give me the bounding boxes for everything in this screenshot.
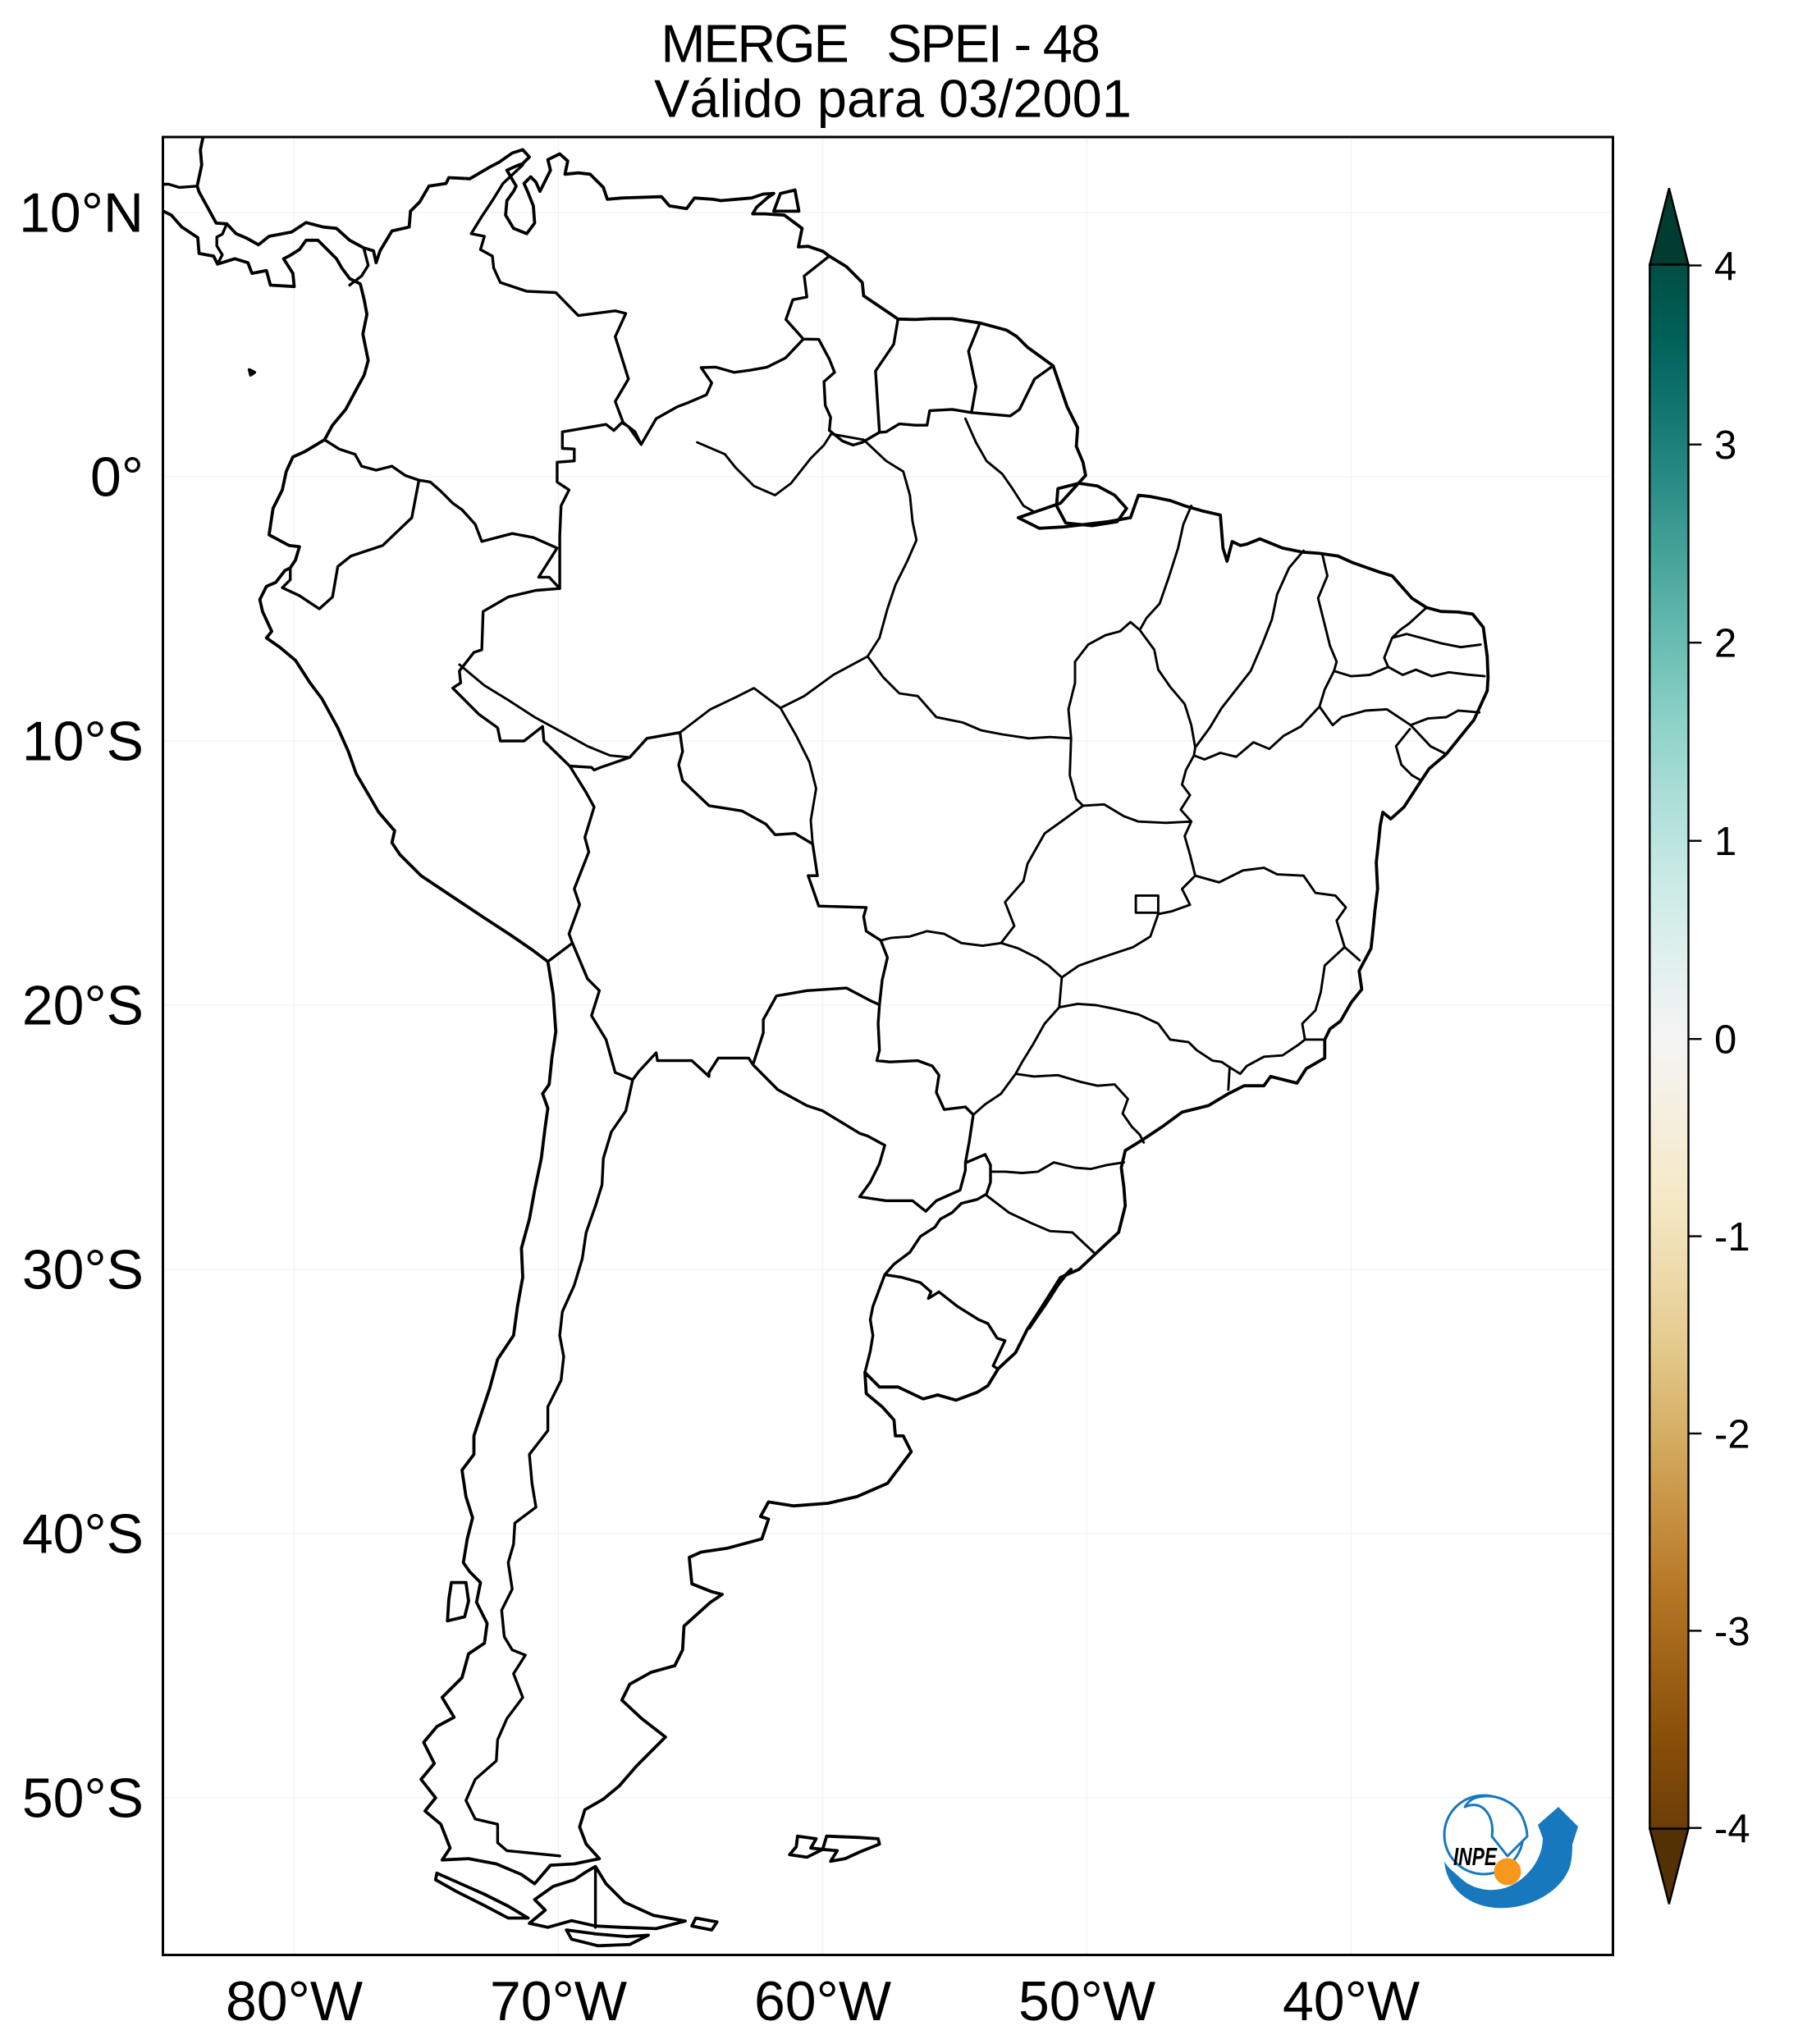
svg-text:-4: -4 — [1714, 1807, 1750, 1851]
svg-text:80°W: 80°W — [226, 1970, 363, 2033]
svg-text:40°S: 40°S — [22, 1503, 144, 1566]
svg-text:Válido para 03/2001: Válido para 03/2001 — [654, 69, 1132, 129]
svg-text:0°: 0° — [90, 446, 144, 509]
svg-text:40°W: 40°W — [1283, 1970, 1420, 2033]
svg-text:1: 1 — [1714, 820, 1736, 864]
svg-text:0: 0 — [1714, 1018, 1736, 1063]
svg-text:30°S: 30°S — [22, 1239, 144, 1301]
svg-text:10°N: 10°N — [19, 182, 144, 245]
svg-text:-2: -2 — [1714, 1413, 1750, 1457]
svg-text:INPE: INPE — [1453, 1842, 1498, 1871]
svg-text:3: 3 — [1714, 423, 1736, 468]
svg-text:2: 2 — [1714, 622, 1736, 666]
svg-text:MERGE SPEI - 48: MERGE SPEI - 48 — [661, 14, 1098, 74]
svg-text:50°S: 50°S — [22, 1767, 144, 1830]
svg-text:-3: -3 — [1714, 1610, 1750, 1654]
svg-text:10°S: 10°S — [22, 711, 144, 773]
svg-text:50°W: 50°W — [1018, 1970, 1155, 2033]
svg-text:60°W: 60°W — [754, 1970, 891, 2033]
svg-text:-1: -1 — [1714, 1215, 1750, 1260]
svg-text:70°W: 70°W — [490, 1970, 627, 2033]
svg-text:20°S: 20°S — [22, 975, 144, 1037]
svg-text:4: 4 — [1714, 245, 1736, 289]
